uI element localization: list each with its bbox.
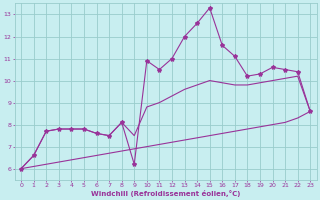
X-axis label: Windchill (Refroidissement éolien,°C): Windchill (Refroidissement éolien,°C) [91,190,240,197]
